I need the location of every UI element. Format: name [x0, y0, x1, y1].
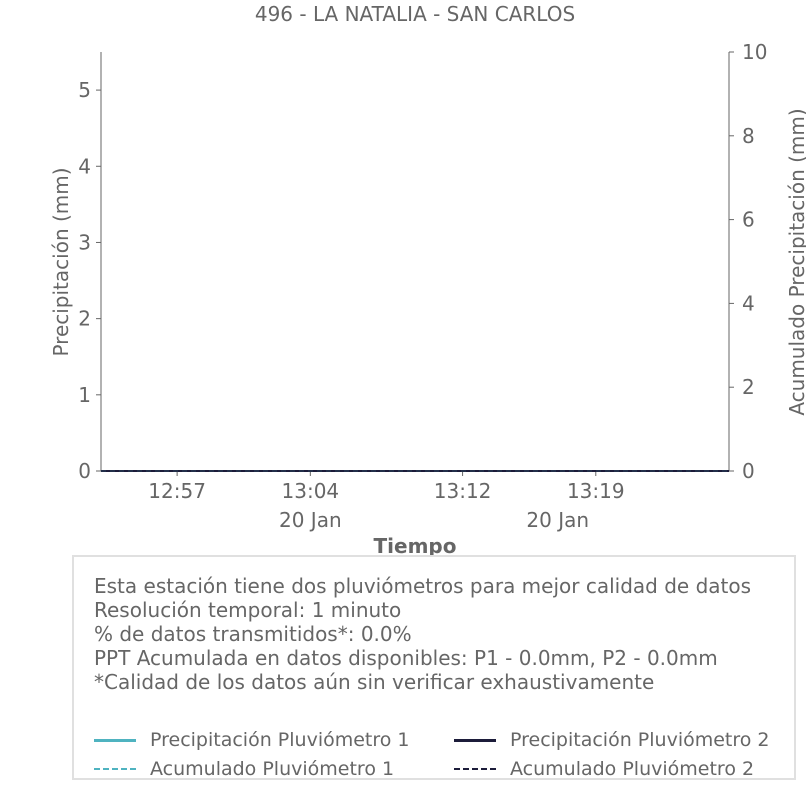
x-date-label: 20 Jan: [279, 508, 342, 532]
legend-swatch-precip-1: [94, 738, 136, 742]
x-date-label: 20 Jan: [526, 508, 589, 532]
info-line-dual-gauge: Esta estación tiene dos pluviómetros par…: [94, 574, 752, 598]
info-line-quality-note: *Calidad de los datos aún sin verificar …: [94, 670, 655, 694]
legend-item-precip-2: Precipitación Pluviómetro 2: [454, 729, 770, 751]
rainfall-chart: 496 - LA NATALIA - SAN CARLOS 0 1 2 3 4 5 0 2 4 6…: [49, 2, 806, 558]
legend-item-precip-1: Precipitación Pluviómetro 1: [94, 729, 410, 751]
chart-title: 496 - LA NATALIA - SAN CARLOS: [255, 2, 575, 26]
legend-swatch-accum-2: [454, 768, 496, 770]
y2-tick-label: 8: [742, 124, 755, 148]
x-tick-label: 13:04: [282, 479, 340, 503]
legend-swatch-precip-2: [454, 738, 496, 742]
y-axis-label: Precipitación (mm): [49, 167, 73, 356]
legend-label: Acumulado Pluviómetro 2: [510, 758, 755, 780]
y-tick-label: 4: [78, 154, 91, 178]
legend-item-accum-2: Acumulado Pluviómetro 2: [454, 758, 754, 780]
y-tick-label: 5: [78, 78, 91, 102]
y-tick-label: 0: [78, 459, 91, 483]
x-tick-label: 13:19: [567, 479, 625, 503]
y2-tick-label: 10: [742, 40, 767, 64]
y-tick-label: 3: [78, 230, 91, 254]
y2-tick-label: 6: [742, 208, 755, 232]
x-tick-label: 13:12: [434, 479, 492, 503]
info-text: Esta estación tiene dos pluviómetros par…: [94, 574, 751, 694]
y2-axis-label: Acumulado Precipitación (mm): [785, 108, 806, 415]
info-line-resolution: Resolución temporal: 1 minuto: [94, 598, 402, 622]
legend-swatch-accum-1: [94, 768, 136, 770]
x-axis-label: Tiempo: [374, 534, 457, 558]
y-tick-label: 2: [78, 307, 91, 331]
y2-tick-label: 2: [742, 375, 755, 399]
info-line-accumulated: PPT Acumulada en datos disponibles: P1 -…: [94, 646, 718, 670]
legend-label: Precipitación Pluviómetro 2: [510, 729, 770, 751]
x-tick-label: 12:57: [148, 479, 206, 503]
legend-label: Acumulado Pluviómetro 1: [150, 758, 395, 780]
info-box: Esta estación tiene dos pluviómetros par…: [72, 555, 796, 780]
y2-tick-label: 4: [742, 291, 755, 315]
info-line-transmitted: % de datos transmitidos*: 0.0%: [94, 622, 412, 646]
y-tick-label: 1: [78, 383, 91, 407]
legend-item-accum-1: Acumulado Pluviómetro 1: [94, 758, 394, 780]
axes: 0 1 2 3 4 5 0 2 4 6 8 10 12:57 13:04 13:12 13:19 20 Jan 2…: [78, 40, 767, 532]
legend-label: Precipitación Pluviómetro 1: [150, 729, 410, 751]
y2-tick-label: 0: [742, 459, 755, 483]
